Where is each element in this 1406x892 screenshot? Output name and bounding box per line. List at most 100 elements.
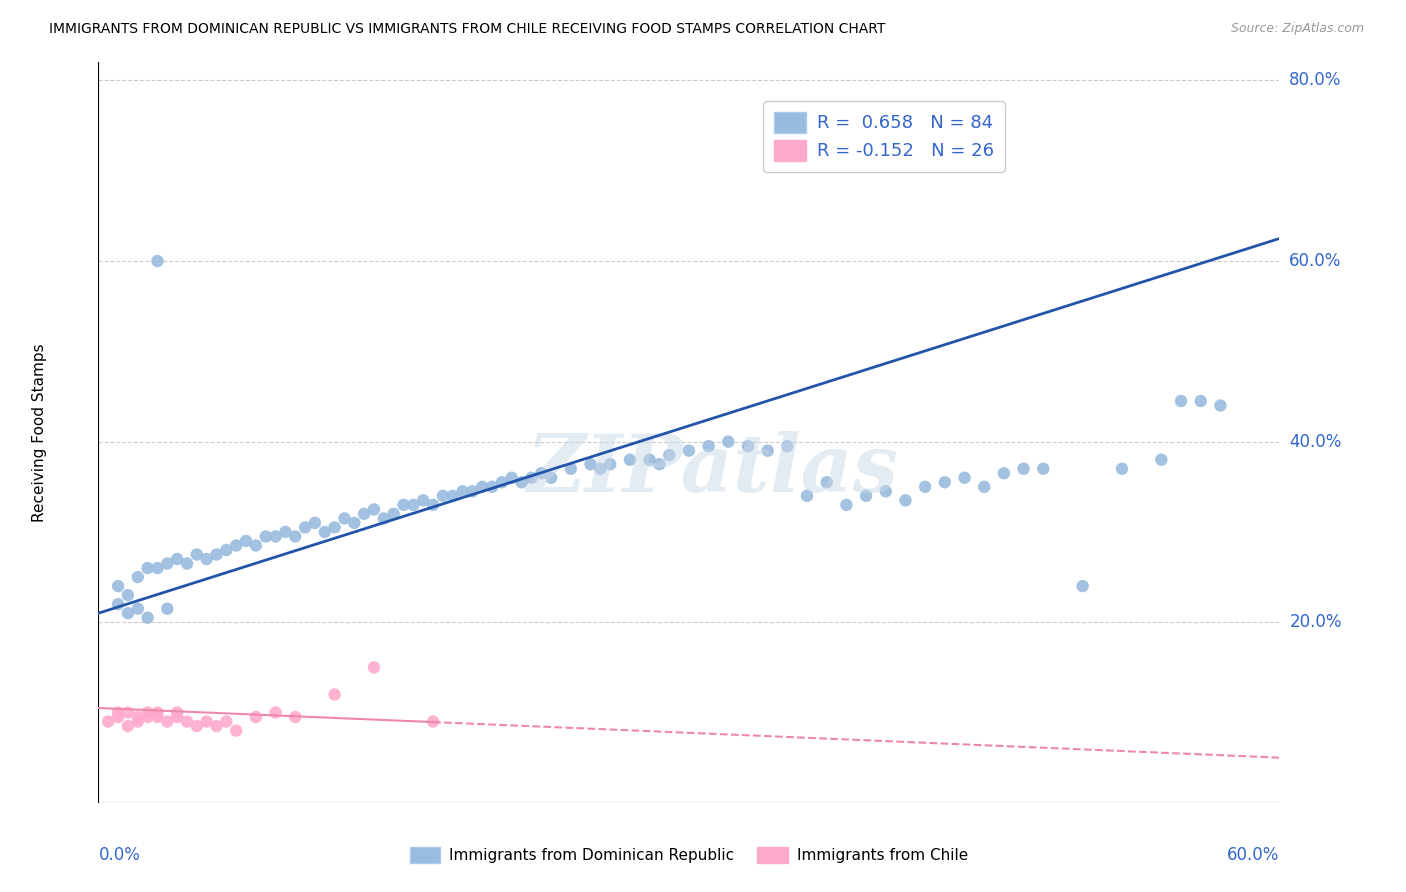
Point [1209,399,1232,413]
Point [697,439,720,453]
Point [294,520,316,534]
Point [835,498,858,512]
Point [127,601,149,615]
Point [382,507,405,521]
Point [934,475,956,490]
Point [579,457,602,471]
Point [166,706,188,720]
Point [441,489,464,503]
Point [1111,461,1133,475]
Point [737,439,759,453]
Point [1032,461,1054,475]
Point [993,467,1015,481]
Point [776,439,799,453]
Point [127,710,149,724]
Point [225,723,247,738]
Point [136,710,159,724]
Point [245,539,267,553]
Legend: Immigrants from Dominican Republic, Immigrants from Chile: Immigrants from Dominican Republic, Immi… [404,841,974,869]
Point [97,714,120,729]
Point [176,557,198,571]
Point [1012,461,1035,475]
Text: 20.0%: 20.0% [1289,613,1341,632]
Point [855,489,877,503]
Point [432,489,454,503]
Point [136,611,159,625]
Point [166,552,188,566]
Point [1071,579,1094,593]
Point [333,511,356,525]
Point [648,457,671,471]
Point [815,475,838,490]
Point [540,471,562,485]
Point [599,457,621,471]
Point [215,714,238,729]
Point [1170,394,1192,409]
Point [107,579,129,593]
Point [235,533,257,548]
Text: Receiving Food Stamps: Receiving Food Stamps [32,343,46,522]
Point [176,714,198,729]
Point [1189,394,1212,409]
Point [117,719,139,733]
Text: 60.0%: 60.0% [1227,847,1279,864]
Point [658,448,681,462]
Point [914,480,936,494]
Point [136,561,159,575]
Point [264,706,287,720]
Point [127,570,149,584]
Point [274,524,297,539]
Point [491,475,513,490]
Point [461,484,484,499]
Point [363,660,385,674]
Point [894,493,917,508]
Point [875,484,897,499]
Point [363,502,385,516]
Point [186,548,208,562]
Point [136,706,159,720]
Point [589,461,612,475]
Point [520,471,543,485]
Text: 80.0%: 80.0% [1289,71,1341,89]
Point [638,452,661,467]
Text: Source: ZipAtlas.com: Source: ZipAtlas.com [1230,22,1364,36]
Text: 60.0%: 60.0% [1289,252,1341,270]
Point [146,710,169,724]
Point [245,710,267,724]
Point [619,452,641,467]
Point [146,706,169,720]
Point [451,484,474,499]
Point [717,434,740,449]
Point [107,597,129,611]
Point [953,471,976,485]
Point [186,719,208,733]
Point [195,714,218,729]
Point [481,480,503,494]
Point [284,710,307,724]
Point [796,489,818,503]
Point [756,443,779,458]
Point [146,561,169,575]
Point [127,714,149,729]
Point [215,543,238,558]
Point [353,507,375,521]
Point [156,714,179,729]
Point [560,461,582,475]
Point [205,548,228,562]
Point [107,710,129,724]
Text: 0.0%: 0.0% [98,847,141,864]
Point [117,606,139,620]
Point [501,471,523,485]
Point [195,552,218,566]
Text: IMMIGRANTS FROM DOMINICAN REPUBLIC VS IMMIGRANTS FROM CHILE RECEIVING FOOD STAMP: IMMIGRANTS FROM DOMINICAN REPUBLIC VS IM… [49,22,886,37]
Point [156,557,179,571]
Point [304,516,326,530]
Point [225,539,247,553]
Point [323,688,346,702]
Point [510,475,533,490]
Point [392,498,415,512]
Point [1150,452,1173,467]
Point [422,714,444,729]
Point [146,254,169,268]
Point [254,529,277,543]
